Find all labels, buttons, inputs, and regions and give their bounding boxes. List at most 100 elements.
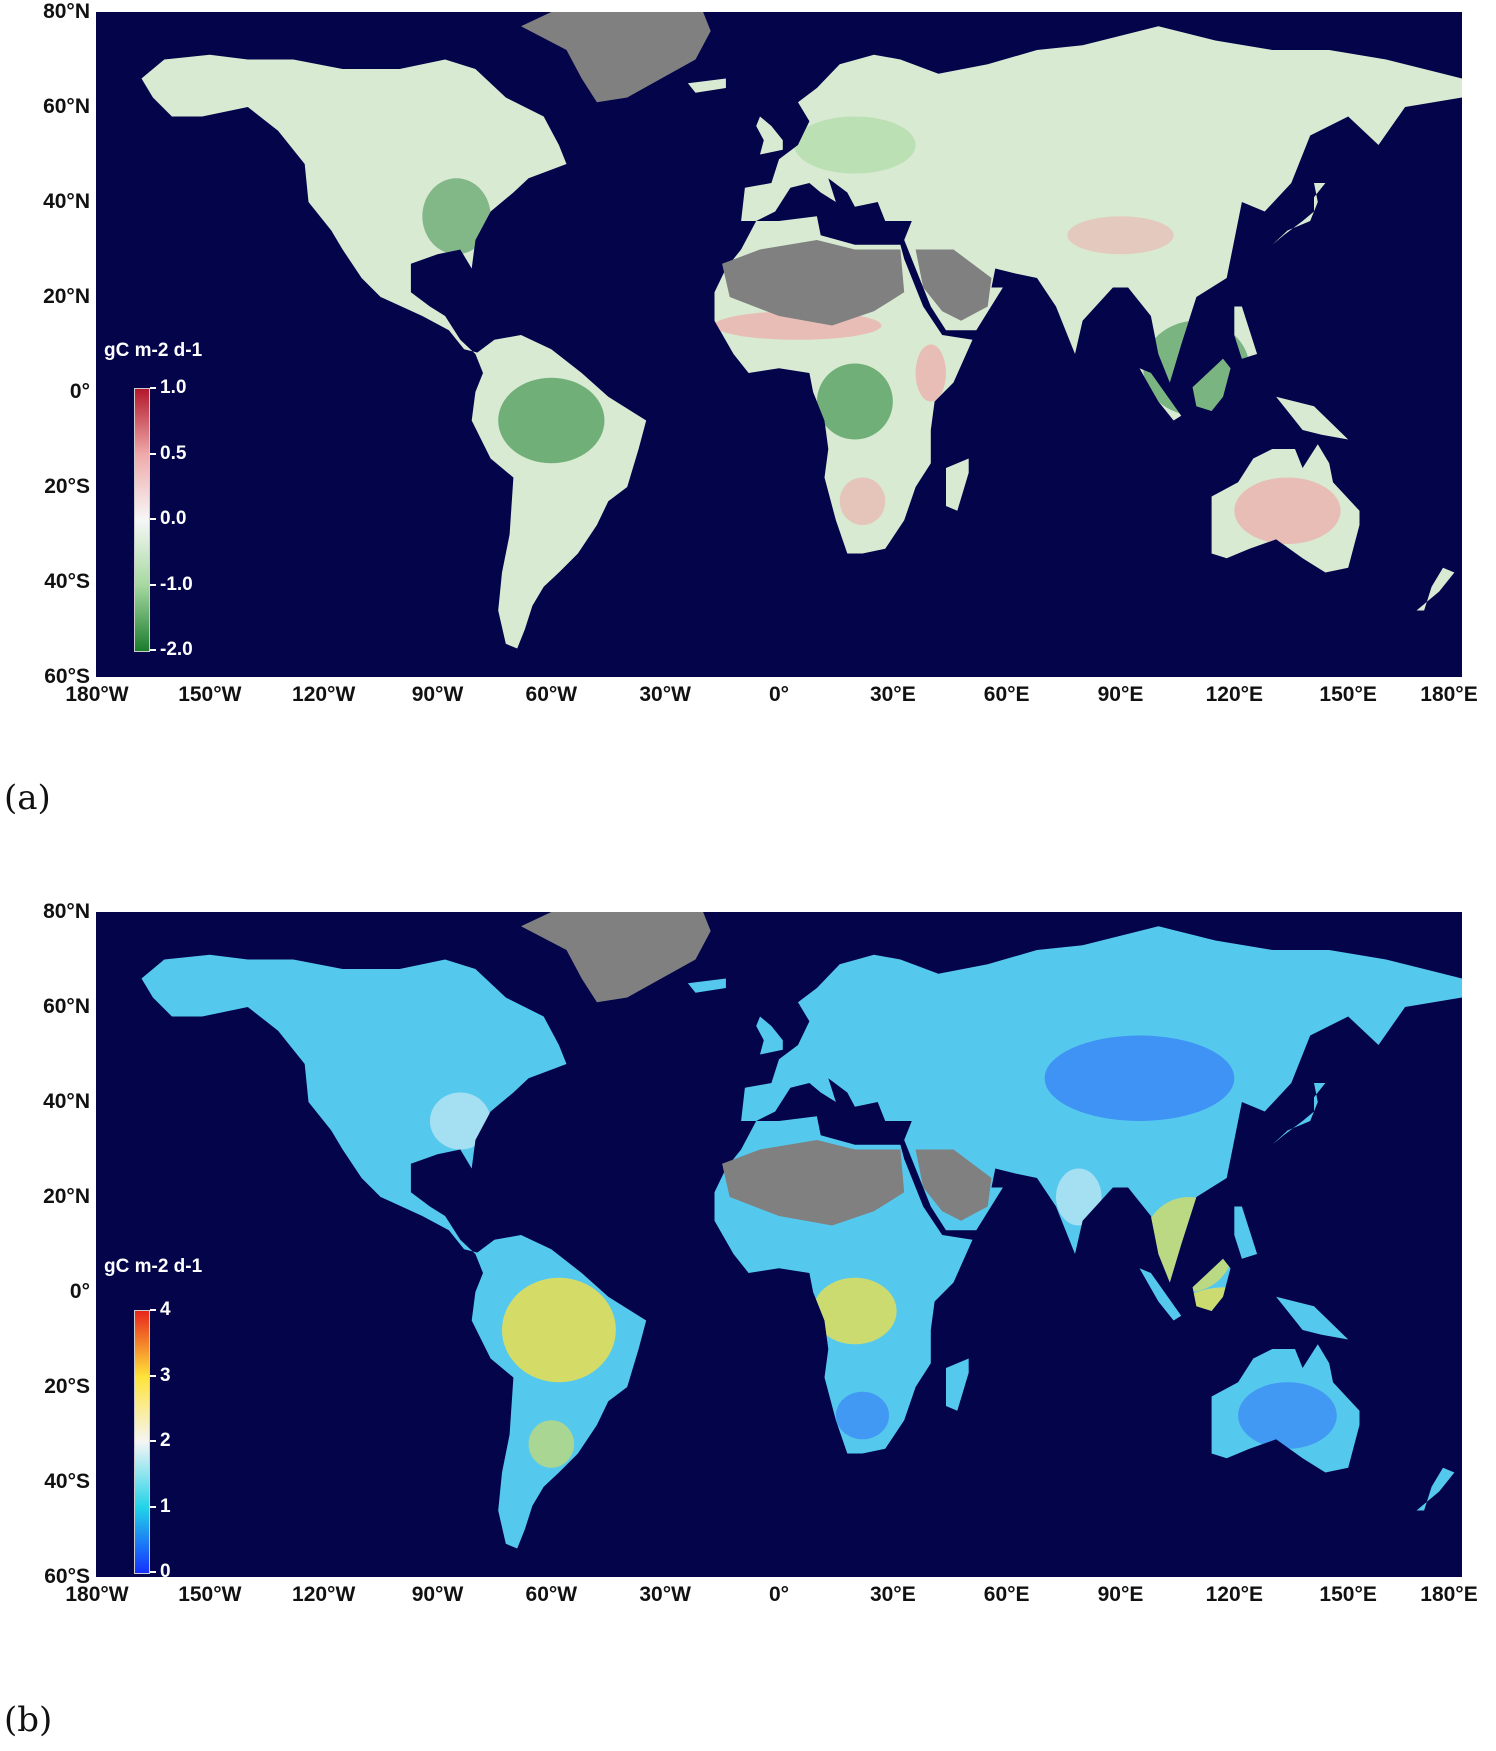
panel-a-map-figure: 80°N 60°N 40°N 20°N 0° 20°S 40°S 60°S 180°W 150°W… (0, 0, 1496, 818)
panel-a-land-newGuinea (1276, 396, 1349, 440)
panel-b-region-india (1055, 1168, 1102, 1226)
panel-b-land-eurasia (741, 926, 1462, 1283)
panel-b-legend-tickmark (150, 1374, 156, 1377)
panel-b-land-sumatra (1139, 1268, 1182, 1321)
panel-b-legend-tick-label: 0 (160, 1561, 171, 1582)
panel-b-legend-tick-label: 1 (160, 1495, 171, 1517)
panel-b-legend-tickmark (150, 1440, 156, 1442)
panel-a-lon-label: 90°W (411, 683, 464, 706)
panel-a-land-iceland (687, 78, 726, 93)
panel-b-lat-label: 40°N (43, 1090, 90, 1113)
panel-a-legend-tickmark (150, 518, 156, 520)
panel-b-lon-label: 150°W (178, 1583, 242, 1606)
panel-a-lon-label: 60°W (525, 683, 578, 706)
panel-a-nodata-arabiaDesert (915, 249, 992, 321)
panel-a-lon-label: 150°E (1319, 683, 1377, 706)
panel-a-land-madagascar (946, 458, 969, 511)
panel-a-lat-label: 80°N (43, 0, 90, 23)
panel-a-region-australia-in (1234, 477, 1341, 544)
panel-b-land-nz (1416, 1467, 1455, 1511)
panel-a-legend-tick-label: -2.0 (160, 639, 193, 660)
panel-b-region-us-east (429, 1092, 491, 1150)
panel-a-lat-label: 40°N (43, 190, 90, 213)
panel-a-legend-tickmark (150, 387, 156, 389)
panel-b-land-japan (1272, 1083, 1326, 1145)
panel-b-map (96, 912, 1462, 1577)
panel-b-region-congo (813, 1277, 897, 1345)
panel-b-lon-label: 0° (768, 1583, 790, 1606)
panel-b-lon-label: 120°W (292, 1583, 356, 1606)
panel-a-lon-label: 0° (768, 683, 790, 706)
panel-b-lon-label: 180°E (1420, 1583, 1478, 1606)
panel-a-land-britain (756, 116, 783, 155)
panel-a-lon-label: 60°E (983, 683, 1030, 706)
panel-a-lat-label: 20°N (43, 285, 90, 308)
panel-b-lon-label: 60°W (525, 1583, 578, 1606)
panel-a-legend-colorbar (134, 388, 150, 652)
panel-b-land-iceland (687, 978, 726, 993)
panel-a-lat-label: 40°S (44, 570, 90, 593)
panel-a-legend-tick-label: 0.5 (160, 442, 187, 464)
panel-b-lon-label: 90°E (1097, 1583, 1144, 1606)
panel-a-lat-label: 60°S (44, 665, 90, 688)
panel-b-region-amazon (502, 1277, 616, 1383)
panel-a-legend-tickmark (150, 649, 156, 651)
panel-b-map-figure: 80°N 60°N 40°N 20°N 0° 20°S 40°S 60°S 180°W 150°W… (0, 900, 1496, 1751)
panel-b-lat-label: 0° (69, 1280, 90, 1303)
panel-a-legend-tick-label: 1.0 (160, 377, 187, 398)
panel-a-region-east-africa (915, 344, 946, 402)
panel-a-land-northAmerica (141, 54, 567, 354)
panel-b-lon-label: 120°E (1205, 1583, 1264, 1606)
panel-b-legend-tick-label: 4 (160, 1299, 171, 1320)
panel-b-legend-tickmark (150, 1505, 156, 1508)
panel-b-lat-label: 60°N (43, 995, 90, 1018)
panel-a-lat-label: 20°S (44, 475, 90, 498)
panel-b-lon-label: 30°E (869, 1583, 916, 1606)
panel-a-region-us-east (422, 178, 491, 255)
panel-a-lat-label: 0° (69, 380, 90, 403)
panel-b-lon-label: 30°W (639, 1583, 691, 1606)
panel-a-lon-label: 30°W (639, 683, 691, 706)
panel-a-lat-label: 60°N (43, 95, 90, 118)
panel-b-legend-tickmark (150, 1309, 156, 1311)
panel-b-legend-tick-label: 2 (160, 1430, 171, 1451)
panel-a-region-kalahari (839, 477, 886, 525)
panel-a-lon-label: 120°E (1205, 683, 1264, 706)
panel-a-region-congo (816, 363, 893, 440)
panel-a-legend-tickmark (150, 583, 156, 586)
panel-b-region-australia-in (1238, 1382, 1337, 1449)
panel-a-legend-tickmark (150, 452, 156, 455)
panel-b-lon-label: 60°E (983, 1583, 1030, 1606)
panel-a-land-nz (1416, 567, 1455, 611)
panel-b-land-australia (1211, 1344, 1360, 1473)
panel-a-lon-label: 180°E (1420, 683, 1478, 706)
panel-b-land-britain (756, 1016, 783, 1055)
panel-a-legend-tick-label: -1.0 (160, 573, 193, 595)
panel-b-lon-label: 150°E (1319, 1583, 1377, 1606)
panel-b-land-madagascar (946, 1358, 969, 1411)
panel-b-lon-label: 180°W (65, 1583, 129, 1606)
panel-a-label: (a) (4, 778, 51, 818)
panel-a-region-tibet (1067, 216, 1174, 255)
panel-b-label: (b) (4, 1700, 53, 1740)
panel-b-land-northAmerica (141, 954, 567, 1254)
panel-a-legend-title: gC m-2 d-1 (104, 340, 203, 361)
panel-b-nodata-arabiaDesert (915, 1149, 992, 1221)
panel-a-lon-label: 90°E (1097, 683, 1144, 706)
panel-b-legend-tick-label: 3 (160, 1364, 171, 1386)
panel-b-lat-label: 20°N (43, 1185, 90, 1208)
panel-a-lon-label: 30°E (869, 683, 916, 706)
panel-b-lat-label: 40°S (44, 1470, 90, 1493)
panel-b-nodata-sahara (722, 1140, 905, 1226)
panel-a-map (96, 12, 1462, 677)
panel-a-land-eurasia (741, 26, 1462, 383)
panel-a-lon-label: 120°W (292, 683, 356, 706)
panel-b-lat-label: 80°N (43, 900, 90, 923)
panel-b-land-newGuinea (1276, 1296, 1349, 1340)
panel-a-land-japan (1272, 183, 1326, 245)
panel-a-region-europe (794, 116, 916, 174)
panel-b-lat-label: 20°S (44, 1375, 90, 1398)
panel-a-lon-label: 150°W (178, 683, 242, 706)
panel-b-legend-tickmark (150, 1571, 156, 1573)
panel-a-nodata-greenland (521, 12, 711, 103)
